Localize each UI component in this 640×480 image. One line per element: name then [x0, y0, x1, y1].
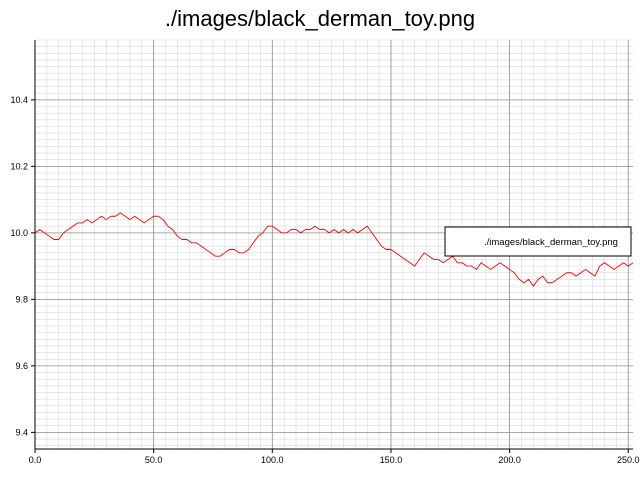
series-line	[34, 212, 634, 287]
x-ticks: 0.0 50.0 100.0 150.0 200.0 250.0	[29, 449, 640, 465]
legend: ./images/black_derman_toy.png	[444, 226, 632, 257]
x-tick-label: 0.0	[29, 455, 42, 465]
legend-label: ./images/black_derman_toy.png	[484, 237, 618, 248]
minor-grid	[35, 39, 633, 449]
x-tick-label: 150.0	[380, 455, 403, 465]
y-ticks: 9.4 9.6 9.8 10.0 10.2 10.4	[10, 95, 35, 437]
y-tick-label: 10.0	[10, 228, 28, 238]
x-tick-label: 200.0	[498, 455, 521, 465]
y-tick-label: 9.6	[15, 361, 28, 371]
y-tick-label: 10.4	[10, 95, 28, 105]
series-group	[34, 212, 634, 287]
y-tick-label: 10.2	[10, 161, 28, 171]
major-grid	[34, 40, 633, 449]
page-title: ./images/black_derman_toy.png	[164, 6, 476, 31]
y-tick-label: 9.4	[15, 427, 28, 437]
x-tick-label: 50.0	[145, 455, 163, 465]
legend-box	[444, 226, 632, 257]
x-tick-label: 250.0	[617, 455, 640, 465]
x-tick-label: 100.0	[261, 455, 284, 465]
y-tick-label: 9.8	[15, 294, 28, 304]
